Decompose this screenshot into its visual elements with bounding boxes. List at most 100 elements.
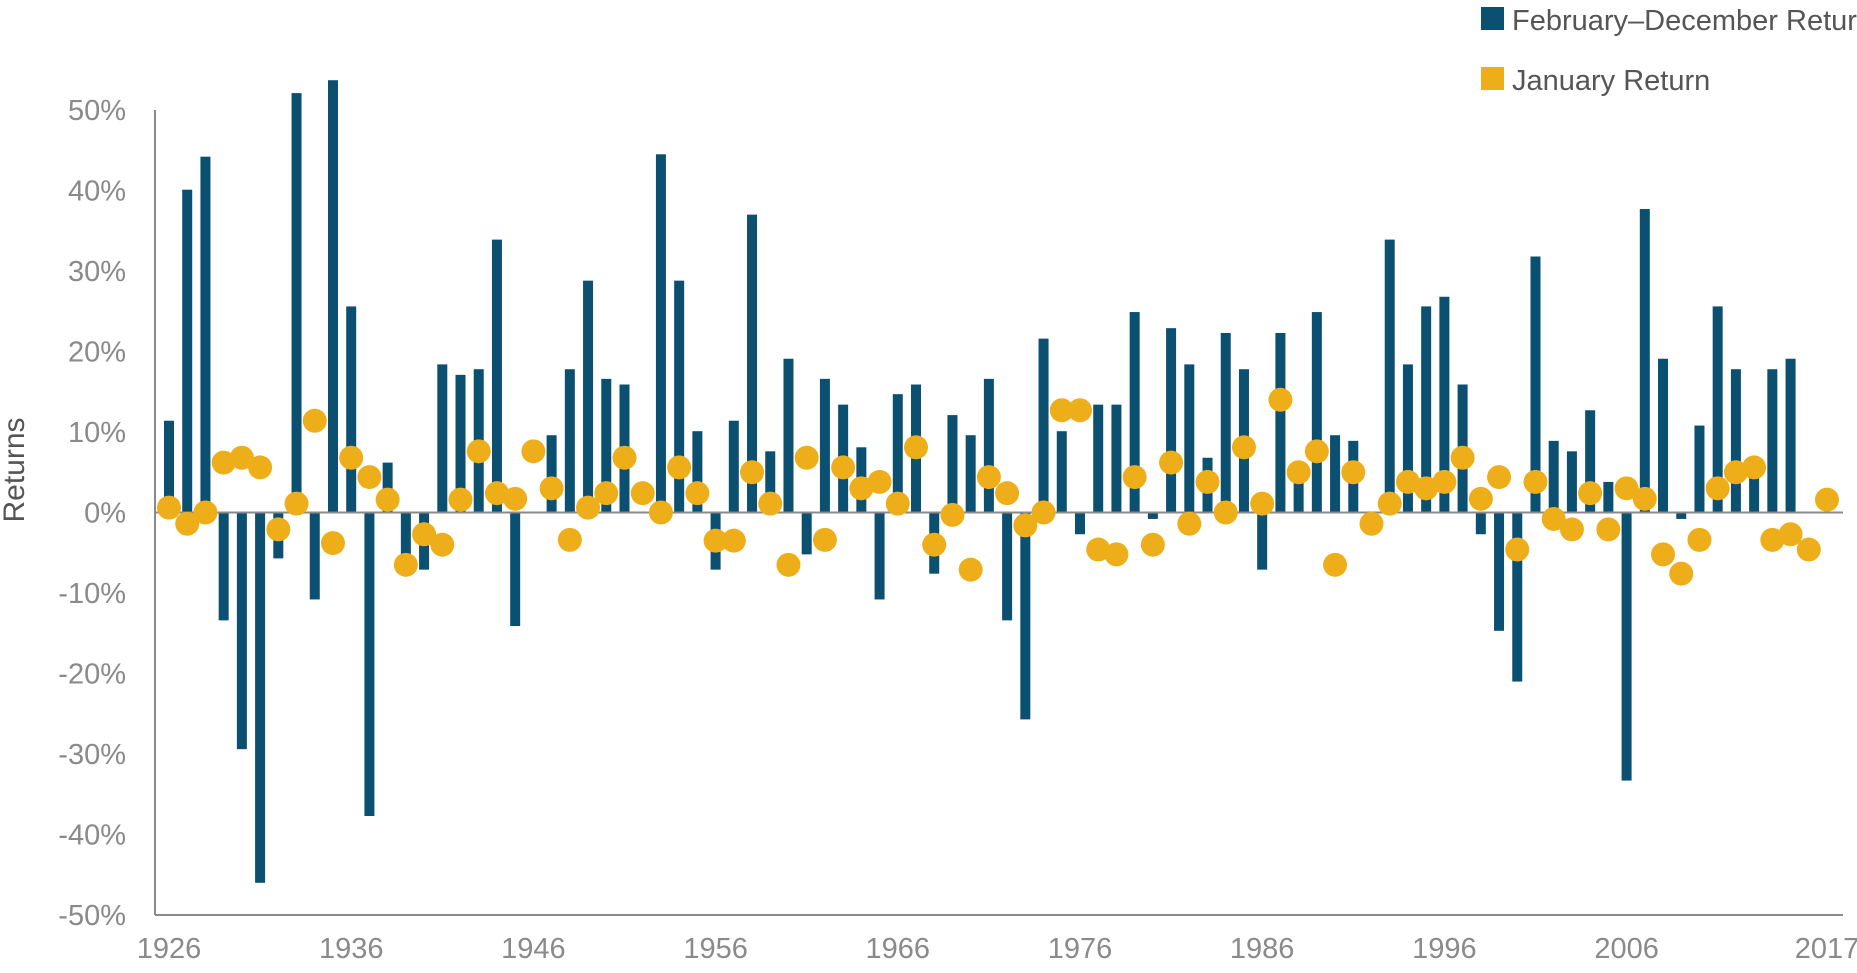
january-return-point: [211, 450, 236, 475]
january-return-point: [1304, 439, 1329, 464]
feb-dec-return-bar: [674, 280, 685, 513]
january-return-point: [885, 491, 910, 516]
january-return-point: [1687, 527, 1712, 552]
january-return-point: [521, 439, 546, 464]
feb-dec-return-bar: [1311, 312, 1322, 513]
feb-dec-return-bar: [1074, 512, 1085, 535]
january-return-point: [685, 481, 710, 506]
january-return-point: [266, 517, 291, 542]
january-return-point: [1651, 542, 1676, 567]
feb-dec-return-bar: [1421, 306, 1432, 513]
january-return-point: [1140, 532, 1165, 557]
january-return-point: [1195, 469, 1220, 494]
feb-dec-return-bar: [364, 512, 375, 816]
january-return-point: [357, 465, 382, 490]
january-return-point: [995, 481, 1020, 506]
january-return-point: [831, 455, 856, 480]
feb-dec-return-bar: [1676, 512, 1687, 519]
january-return-point: [1323, 552, 1348, 577]
y-tick-label: -10%: [58, 578, 126, 610]
january-return-point: [758, 491, 783, 516]
y-tick-label: -40%: [58, 820, 126, 852]
feb-dec-return-bar: [1548, 440, 1559, 513]
y-tick-label: 40%: [68, 176, 126, 208]
january-return-point: [630, 481, 655, 506]
january-return-point: [1067, 398, 1092, 423]
y-tick-label: 30%: [68, 256, 126, 288]
feb-dec-return-bar: [1002, 512, 1013, 621]
x-tick-label: 1976: [1048, 933, 1113, 965]
january-return-point: [1450, 445, 1475, 470]
feb-dec-return-bar: [218, 512, 229, 621]
january-return-point: [667, 455, 692, 480]
january-return-point: [594, 481, 619, 506]
january-return-point: [1432, 469, 1457, 494]
feb-dec-return-bar: [1694, 425, 1705, 513]
y-tick-label: -30%: [58, 739, 126, 771]
feb-dec-return-bar: [182, 189, 193, 513]
x-tick-label: 1946: [501, 933, 566, 965]
feb-dec-return-bar: [1585, 410, 1596, 513]
january-return-point: [648, 500, 673, 525]
january-return-point: [812, 527, 837, 552]
january-return-point: [430, 532, 455, 557]
feb-dec-return-bar: [1111, 404, 1122, 513]
feb-dec-return-bar: [455, 374, 466, 513]
feb-dec-return-bar: [1020, 512, 1031, 720]
feb-dec-return-bar: [983, 378, 994, 513]
x-tick-label: 1986: [1230, 933, 1295, 965]
january-return-point: [976, 465, 1001, 490]
feb-dec-return-bar: [1785, 358, 1796, 513]
feb-dec-return-bar: [1494, 512, 1505, 631]
feb-dec-return-bar: [965, 435, 976, 513]
feb-dec-return-bar: [1093, 404, 1104, 513]
january-return-point: [1341, 460, 1366, 485]
x-tick-label: 1956: [683, 933, 748, 965]
january-return-point: [1231, 435, 1256, 460]
feb-dec-return-bar: [728, 420, 739, 513]
feb-dec-return-bar: [291, 93, 302, 513]
january-return-point: [448, 487, 473, 512]
january-return-point: [1559, 517, 1584, 542]
y-tick-label: -50%: [58, 900, 126, 932]
january-return-point: [1013, 513, 1038, 538]
feb-dec-return-bar: [747, 214, 758, 513]
january-return-point: [320, 531, 345, 556]
feb-dec-return-bar: [437, 364, 448, 513]
y-axis-title: Returns: [0, 417, 31, 522]
feb-dec-return-bar: [783, 358, 794, 513]
y-tick-label: 50%: [68, 95, 126, 127]
feb-dec-return-bar: [947, 415, 958, 513]
feb-dec-return-bar: [1038, 338, 1049, 513]
x-tick-label: 2017: [1795, 933, 1857, 965]
x-tick-label: 1996: [1412, 933, 1477, 965]
january-return-point: [1632, 486, 1657, 511]
january-return-point: [904, 435, 929, 460]
january-return-point: [1104, 542, 1129, 567]
legend-swatch-january: [1481, 67, 1504, 90]
feb-dec-return-bar: [801, 512, 812, 555]
january-return-point: [412, 522, 437, 547]
january-return-point: [1723, 460, 1748, 485]
feb-dec-return-bar: [1712, 306, 1723, 513]
january-return-point: [1815, 487, 1839, 512]
feb-dec-return-bar: [400, 512, 411, 565]
feb-dec-return-bar: [510, 512, 521, 627]
january-return-dots: [157, 387, 1839, 586]
feb-dec-return-bar: [1603, 481, 1614, 513]
january-return-point: [339, 445, 364, 470]
x-tick-label: 1966: [866, 933, 931, 965]
feb-dec-return-bar: [491, 239, 502, 513]
legend-label-feb-dec: February–December Returns: [1512, 5, 1857, 37]
january-return-point: [1669, 561, 1694, 586]
january-return-point: [1122, 465, 1147, 490]
january-return-point: [849, 476, 874, 501]
january-return-point: [740, 460, 765, 485]
feb-dec-return-bar: [874, 512, 885, 600]
january-return-point: [1596, 517, 1621, 542]
january-return-point: [1177, 511, 1202, 536]
feb-dec-return-bar: [892, 394, 903, 513]
january-return-point: [1796, 537, 1821, 562]
january-return-point: [393, 552, 418, 577]
